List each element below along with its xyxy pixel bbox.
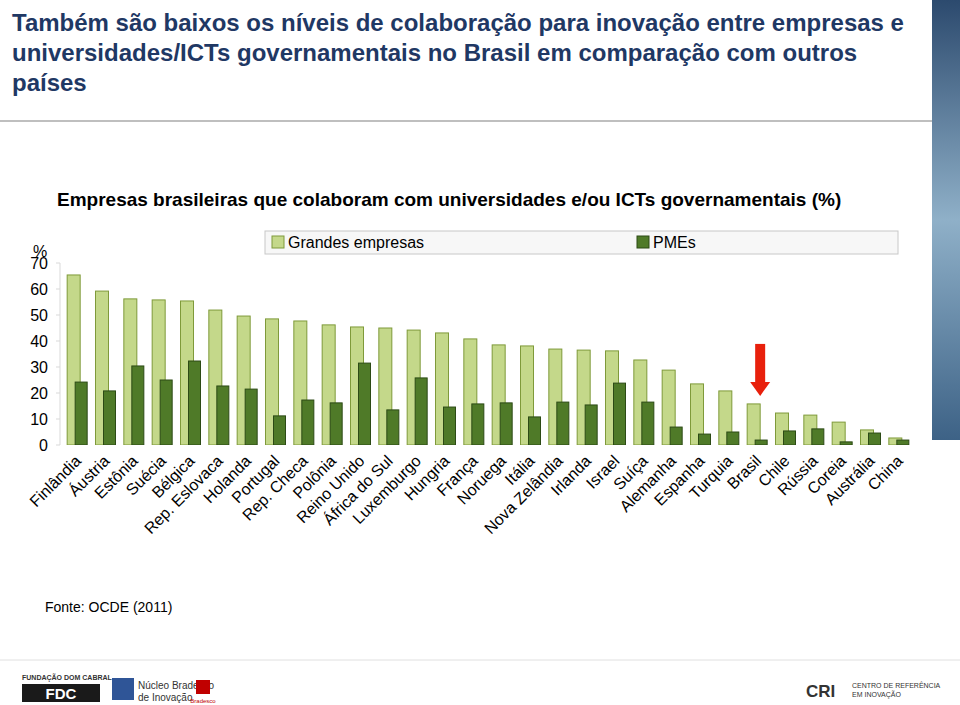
footer-rule — [0, 660, 960, 661]
bar — [557, 402, 569, 445]
footer-logo — [196, 680, 210, 694]
legend-box — [265, 231, 898, 254]
bar — [132, 366, 144, 445]
source: Fonte: OCDE (2011) — [45, 599, 172, 615]
x-tick-label: Brasil — [724, 452, 764, 492]
bar — [472, 404, 484, 445]
bar — [217, 386, 229, 445]
bar — [812, 429, 824, 445]
bar — [302, 400, 314, 445]
bar — [585, 405, 597, 445]
annotation-arrow — [755, 344, 765, 384]
footer-text: de Inovação — [138, 692, 193, 703]
legend-swatch — [272, 236, 284, 248]
y-tick — [56, 393, 60, 394]
y-tick-label: 30 — [30, 359, 48, 376]
y-tick — [56, 289, 60, 290]
x-tick-label: Nova Zelândia — [481, 452, 566, 537]
x-tick-label: Noruega — [454, 452, 509, 507]
bar — [500, 403, 512, 445]
footer-text: CRI — [806, 682, 835, 701]
bar — [189, 361, 201, 445]
footer-text: EM INOVAÇÃO — [852, 690, 901, 699]
decor-strip — [932, 0, 960, 440]
y-axis-line — [60, 263, 61, 445]
y-tick — [56, 367, 60, 368]
y-tick — [56, 315, 60, 316]
bar — [699, 434, 711, 445]
chart: Empresas brasileiras que colaboram com u… — [0, 0, 960, 705]
bar — [415, 378, 427, 445]
subtitle: Empresas brasileiras que colaboram com u… — [57, 189, 841, 210]
bar — [160, 380, 172, 445]
bar — [670, 427, 682, 445]
bar — [330, 403, 342, 445]
y-tick-label: 20 — [30, 385, 48, 402]
bar — [359, 363, 371, 445]
annotation-arrowhead — [750, 382, 770, 396]
bar — [104, 391, 116, 445]
bar — [642, 402, 654, 445]
y-tick-label: 0 — [39, 437, 48, 454]
y-tick-label: 10 — [30, 411, 48, 428]
bar — [784, 431, 796, 445]
y-tick-label: 70 — [30, 255, 48, 272]
legend-swatch — [637, 236, 649, 248]
bar — [747, 404, 760, 445]
y-tick — [56, 263, 60, 264]
y-tick-label: 50 — [30, 307, 48, 324]
bar — [727, 432, 739, 445]
bar — [529, 417, 541, 445]
y-tick-label: 40 — [30, 333, 48, 350]
y-tick — [56, 341, 60, 342]
footer-text: FDC — [46, 685, 77, 702]
page: {"chart_data": { "type": "bar", "title":… — [0, 0, 960, 705]
bar — [897, 440, 909, 445]
title: Também são baixos os níveis de colaboraç… — [12, 8, 917, 98]
footer-logo — [112, 678, 134, 700]
y-tick — [56, 445, 60, 446]
footer-logo — [22, 684, 100, 702]
y-tick-label: 60 — [30, 281, 48, 298]
bar — [274, 416, 286, 445]
bar — [869, 433, 881, 445]
bar — [387, 410, 399, 445]
bar — [245, 389, 257, 445]
bar — [840, 442, 852, 445]
bars — [67, 275, 909, 445]
bar — [444, 407, 456, 445]
x-tick-label: China — [864, 452, 906, 494]
y-tick — [56, 419, 60, 420]
footer-text: FUNDAÇÃO DOM CABRAL — [22, 673, 113, 682]
legend-label: PMEs — [653, 234, 696, 251]
footer-text: Bradesco — [190, 698, 216, 704]
title-rule — [0, 120, 932, 122]
bar — [75, 382, 87, 445]
bar — [614, 383, 626, 445]
legend-label: Grandes empresas — [288, 234, 424, 251]
footer-text: CENTRO DE REFERÊNCIA — [852, 681, 941, 689]
bar — [755, 440, 767, 445]
